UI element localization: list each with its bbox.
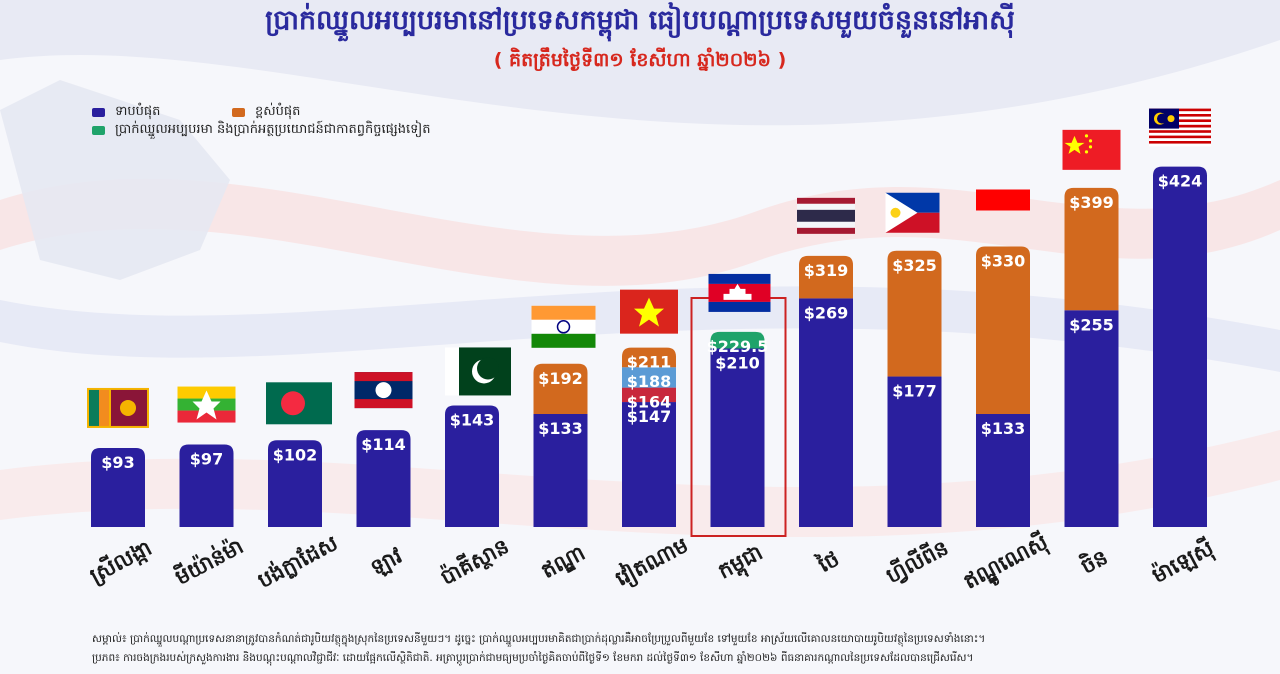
value-label: $229.5 xyxy=(707,337,769,356)
bar-segment xyxy=(710,348,765,527)
malaysia-flag-icon xyxy=(1149,108,1211,147)
myanmar-flag-icon xyxy=(177,386,236,423)
legend-item-low: ទាបបំផុត xyxy=(92,103,160,122)
category-label: កម្ពុជា xyxy=(714,540,769,588)
category-label: ចិន xyxy=(1076,543,1112,578)
legend-label-high: ខ្ពស់បំផុត xyxy=(255,104,301,119)
value-label: $210 xyxy=(715,354,760,373)
bar-segment xyxy=(445,405,499,527)
chart-title: ប្រាក់ឈ្នួលអប្បបរមានៅប្រទេសកម្ពុជា ធៀបបណ… xyxy=(265,5,1015,36)
value-label: $188 xyxy=(627,372,672,391)
bar-segment xyxy=(268,440,322,527)
category-label: ឡាវ xyxy=(366,543,407,580)
bar-group-bangladesh: $102 បង់ក្លាដែស xyxy=(253,440,342,594)
bar-segment xyxy=(799,255,853,299)
bar-segment xyxy=(622,347,676,368)
pakistan-flag-icon xyxy=(445,347,511,396)
value-label: $93 xyxy=(101,453,134,472)
philippines-flag-icon xyxy=(885,192,940,233)
bar-segment xyxy=(887,250,942,377)
footnotes: សម្គាល់៖ ប្រាក់ឈ្នួលបណ្ដាប្រទេសនានាត្រូវ… xyxy=(92,630,1212,668)
category-label: ម៉ាឡេស៊ី xyxy=(1147,534,1219,590)
category-label: ឥណ្ឌា xyxy=(537,541,589,585)
bar-group-myanmar: $97 មីយ៉ាន់ម៉ា xyxy=(170,444,247,590)
legend-item-high: ខ្ពស់បំផុត xyxy=(232,103,300,122)
category-label: ឥណ្ឌូណេស៊ី xyxy=(959,528,1054,598)
bar-segment xyxy=(622,367,676,388)
value-label: $330 xyxy=(981,252,1026,271)
bangladesh-flag-icon xyxy=(266,382,332,425)
value-label: $399 xyxy=(1069,193,1114,212)
bar-segment xyxy=(1153,166,1207,527)
value-label: $192 xyxy=(538,369,583,388)
bar-segment xyxy=(622,387,676,403)
bar-group-china: $255 $399 ចិន xyxy=(1064,187,1119,579)
value-label: $255 xyxy=(1069,315,1114,334)
legend-swatch-low xyxy=(92,108,105,117)
bar-segment xyxy=(710,331,765,349)
value-label: $424 xyxy=(1158,172,1203,191)
value-label: $164 xyxy=(627,393,672,412)
bar-segment xyxy=(799,298,853,527)
chart-subtitle: ( គិតត្រឹមថ្ងៃទី៣១ ខែសីហា ឆ្នាំ២០២៦ ) xyxy=(493,49,787,71)
bar-group-philippines: $177 $325 ហ្វីលីពីន xyxy=(881,250,953,589)
indonesia-flag-icon xyxy=(976,189,1030,211)
cambodia-flag-icon xyxy=(708,273,771,312)
bar-group-indonesia: $133 $330 ឥណ្ឌូណេស៊ី xyxy=(959,246,1054,598)
bar-group-sri-lanka: $93 ស្រីលង្កា xyxy=(85,447,156,589)
value-label: $177 xyxy=(892,382,937,401)
bar-segment xyxy=(1064,187,1119,311)
bar-group-india: $133 $192 ឥណ្ឌា xyxy=(533,363,589,585)
footnote-source: ប្រភព៖ ការចងក្រងរបស់ក្រសួងការងារ និងបណ្ដ… xyxy=(92,652,974,664)
laos-flag-icon xyxy=(354,372,413,409)
category-label: ថៃ xyxy=(812,545,843,578)
bar-group-laos: $114 ឡាវ xyxy=(356,430,411,581)
legend-label-low: ទាបបំផុត xyxy=(115,104,161,119)
bar-segment xyxy=(887,376,942,527)
india-flag-icon xyxy=(531,305,596,348)
bar-segment xyxy=(533,363,588,414)
value-label: $147 xyxy=(627,407,672,426)
bar-segment xyxy=(976,413,1030,527)
category-label: ប៉ាគីស្ថាន xyxy=(436,532,513,590)
legend-label-benefit: ប្រាក់ឈ្នួលអប្បបរមា និងប្រាក់អត្ថប្រយោជន… xyxy=(115,122,431,137)
bar-group-pakistan: $143 ប៉ាគីស្ថាន xyxy=(436,405,513,591)
bar-segment xyxy=(622,402,676,527)
bar-segment xyxy=(91,447,145,527)
bar-group-thailand: $269 $319 ថៃ xyxy=(799,255,853,578)
sri-lanka-flag-icon xyxy=(87,387,149,428)
value-label: $133 xyxy=(981,419,1026,438)
bar-segment xyxy=(356,430,411,527)
bar-group-vietnam: $147$164 $188$211 វៀតណាម xyxy=(610,347,693,594)
category-label: វៀតណាម xyxy=(610,531,693,593)
bar-segment xyxy=(179,444,234,527)
bar-segment xyxy=(533,413,588,527)
thailand-flag-icon xyxy=(797,197,855,234)
bar-segment xyxy=(1064,310,1119,527)
bar-group-cambodia: $210$229.5 កម្ពុជា xyxy=(690,297,787,588)
value-label: $133 xyxy=(538,419,583,438)
vietnam-flag-icon xyxy=(620,289,678,334)
value-label: $211 xyxy=(627,353,672,372)
value-label: $325 xyxy=(892,256,937,275)
category-label: បង់ក្លាដែស xyxy=(253,529,342,594)
legend-swatch-benefit xyxy=(92,126,105,135)
category-label: មីយ៉ាន់ម៉ា xyxy=(170,532,247,589)
value-label: $319 xyxy=(804,261,849,280)
footnote-note: សម្គាល់៖ ប្រាក់ឈ្នួលបណ្ដាប្រទេសនានាត្រូវ… xyxy=(92,633,986,645)
value-label: $143 xyxy=(450,410,495,429)
value-label: $97 xyxy=(190,450,223,469)
category-label: ហ្វីលីពីន xyxy=(881,534,953,589)
bar-group-malaysia: $424 ម៉ាឡេស៊ី xyxy=(1147,166,1219,590)
legend-item-benefit: ប្រាក់ឈ្នួលអប្បបរមា និងប្រាក់អត្ថប្រយោជន… xyxy=(92,121,431,140)
bar-segment xyxy=(976,246,1030,414)
value-label: $114 xyxy=(361,435,406,454)
china-flag-icon xyxy=(1062,129,1121,170)
value-label: $102 xyxy=(273,445,318,464)
value-label: $269 xyxy=(804,303,849,322)
legend-swatch-high xyxy=(232,108,245,117)
category-label: ស្រីលង្កា xyxy=(85,534,156,589)
